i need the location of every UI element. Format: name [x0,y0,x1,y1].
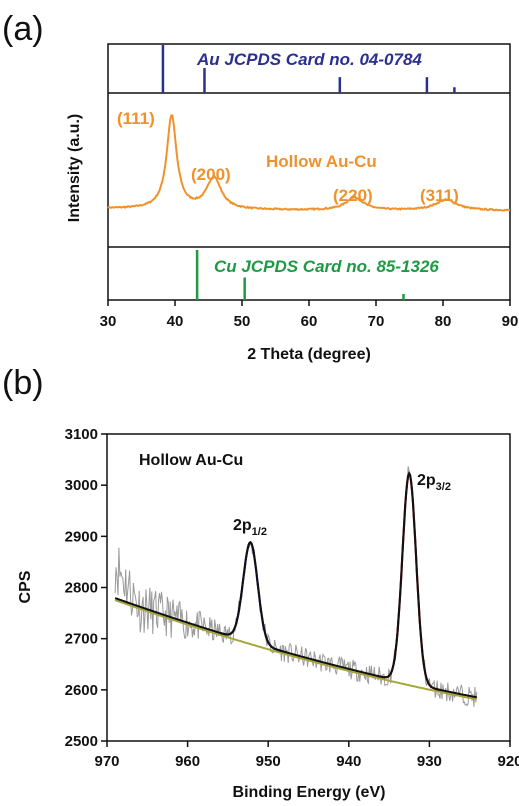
panel-b-x-tick-label: 940 [336,753,361,770]
panel-a-x-tick-label: 80 [435,313,452,330]
cu-card-label: Cu JCPDS Card no. 85-1326 [214,257,439,276]
xps-sample-label: Hollow Au-Cu [139,452,243,469]
panel-a-x-tick-label: 60 [301,313,318,330]
peak-2p12-label: 2p1/2 [233,517,267,538]
peak-label-220: (220) [333,186,373,205]
peak-2p32-label: 2p3/2 [417,472,451,493]
panel-a-x-tick-label: 30 [100,313,117,330]
panel-b-x-ticks: 970 960 950 940 930 920 [94,741,519,770]
panel-b-y-tick-label: 3100 [65,426,98,443]
panel-b-x-tick-label: 920 [497,753,519,770]
panel-b-y-tick-label: 2500 [65,733,98,750]
peak-2p32-sub: 3/2 [436,481,451,493]
peak-2p12-sub: 1/2 [252,526,267,538]
xrd-sample-label: Hollow Au-Cu [266,152,377,171]
peak-2p12-main: 2p [233,517,252,534]
panel-b-y-tick-label: 2900 [65,528,98,545]
panel-b-label: (b) [2,364,44,402]
panel-a-x-tick-label: 40 [167,313,184,330]
panel-b-y-ticks: 2500 2600 2700 2800 2900 3000 3100 [65,426,107,750]
panel-b-x-tick-label: 930 [417,753,442,770]
panel-a-label: (a) [2,10,44,48]
panel-b-x-tick-label: 960 [175,753,200,770]
panel-b-y-tick-label: 2800 [65,580,98,597]
panel-b-y-tick-label: 3000 [65,477,98,494]
peak-label-200: (200) [191,165,231,184]
panel-b-y-tick-label: 2700 [65,631,98,648]
panel-b-x-tick-label: 970 [94,753,119,770]
panel-b-xps-chart: Hollow Au-Cu 2p1/2 2p3/2 970 960 950 940 930… [17,426,519,801]
au-reference-lines [161,45,456,93]
peak-label-111: (111) [117,109,155,128]
xps-2p32-fit-line [376,471,442,692]
xps-raw-line [114,466,478,707]
panel-b-x-axis-title: Binding Energy (eV) [233,784,386,801]
xrd-pattern-line [107,114,511,212]
panel-a-x-tick-label: 50 [234,313,251,330]
peak-2p32-main: 2p [417,472,436,489]
xps-background-line [114,599,477,701]
panel-a-x-tick-label: 70 [368,313,385,330]
panel-a-xrd-chart: Au JCPDS Card no. 04-0784 Cu JCPDS Card … [66,43,519,363]
au-card-label: Au JCPDS Card no. 04-0784 [196,50,422,69]
cu-reference-lines [195,250,405,300]
panel-b-y-tick-label: 2600 [65,682,98,699]
panel-a-x-tick-label: 90 [502,313,519,330]
panel-b-x-tick-label: 950 [256,753,281,770]
panel-a-x-axis-title: 2 Theta (degree) [247,346,371,363]
panel-b-y-axis-title: CPS [17,570,34,603]
xps-envelope-line [114,471,477,699]
panel-a-x-ticks: 30 40 50 60 70 80 90 [100,300,519,330]
peak-label-311: (311) [420,186,459,205]
panel-a-y-axis-title: Intensity (a.u.) [66,114,83,222]
